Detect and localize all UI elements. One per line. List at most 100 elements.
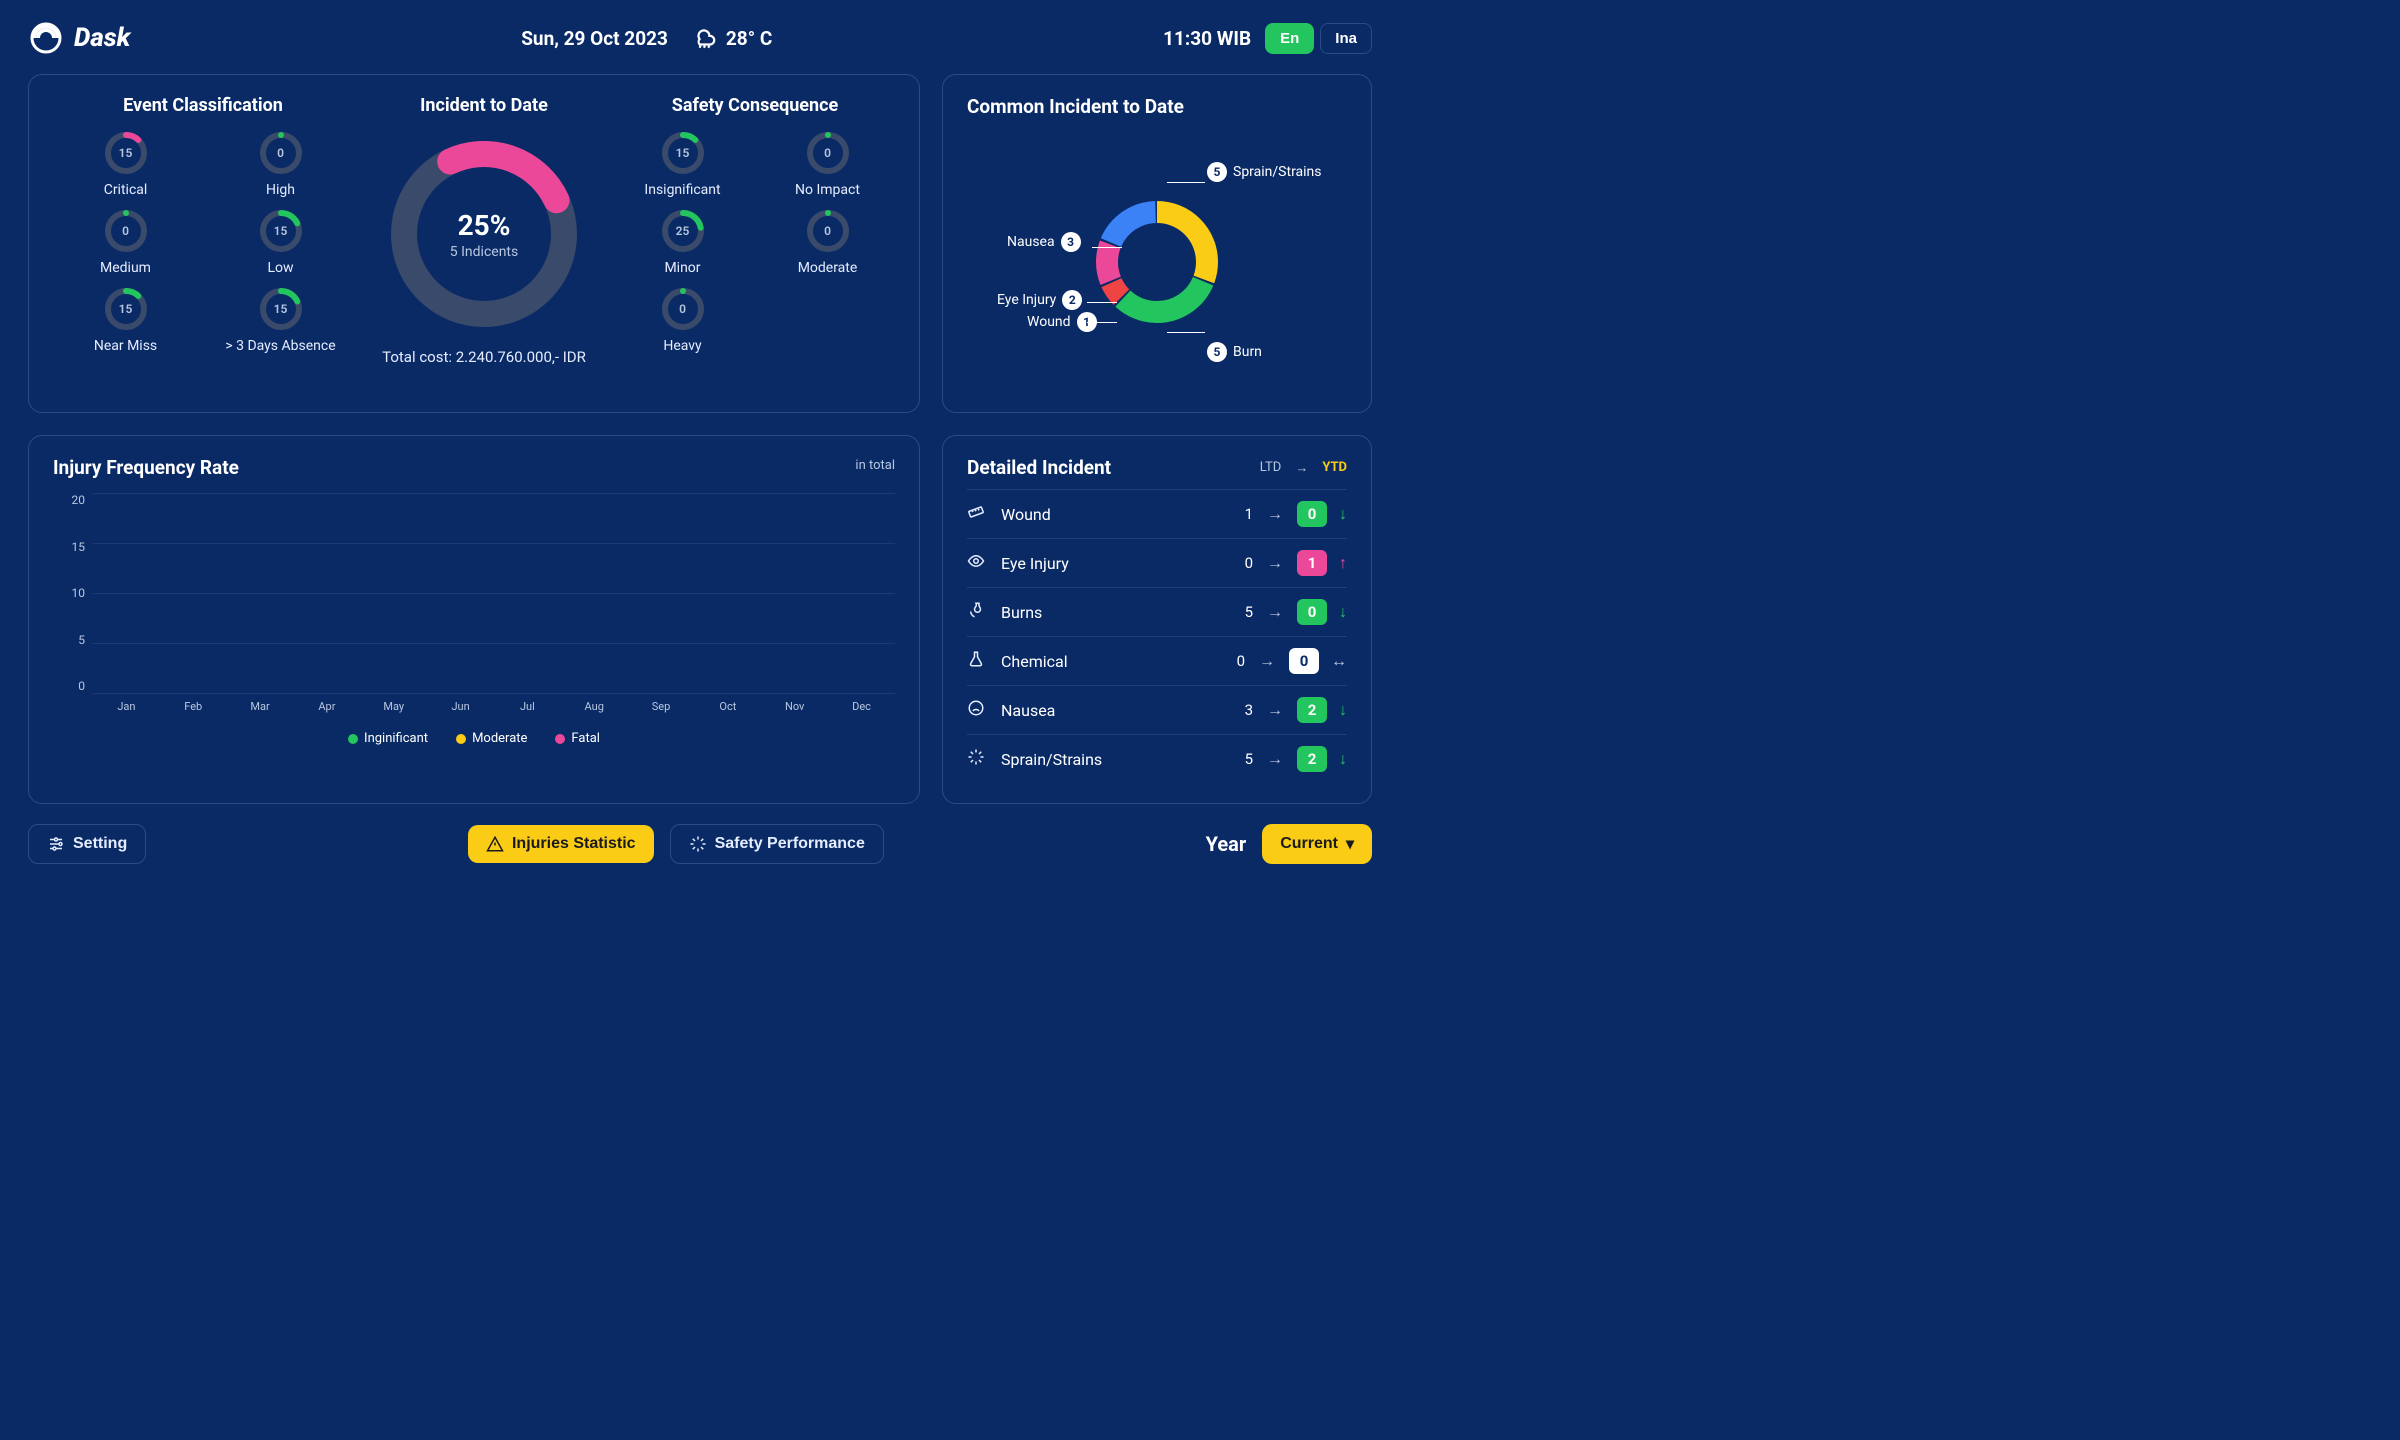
- detail-name: Chemical: [1001, 652, 1221, 671]
- donut-label: 5Sprain/Strains: [1207, 162, 1322, 182]
- mini-ring-item: 15 > 3 Days Absence: [208, 286, 353, 354]
- mini-ring-item: 0 Moderate: [760, 208, 895, 276]
- detailed-incident-rows: Wound 1 → 0 ↓ Eye Injury 0 → 1 ↑ Burns 5…: [967, 489, 1347, 783]
- arrow-icon: →: [1267, 602, 1283, 622]
- detail-name: Wound: [1001, 505, 1229, 524]
- detail-row[interactable]: Eye Injury 0 → 1 ↑: [967, 538, 1347, 587]
- event-classification-grid: 15 Critical 0 High 0 Medium 15: [53, 130, 353, 354]
- trend-icon: ↓: [1339, 749, 1347, 769]
- arrow-icon: →: [1267, 553, 1283, 573]
- arrow-icon: →: [1267, 504, 1283, 524]
- mini-ring-item: 0 Medium: [53, 208, 198, 276]
- eye-icon: [967, 552, 989, 574]
- detail-ltd: 0: [1229, 554, 1253, 572]
- common-incident-title: Common Incident to Date: [967, 95, 1347, 118]
- detail-row[interactable]: Nausea 3 → 2 ↓: [967, 685, 1347, 734]
- legend-item: Inginificant: [348, 731, 428, 746]
- mini-ring-item: 15 Critical: [53, 130, 198, 198]
- detail-ltd: 0: [1221, 652, 1245, 670]
- setting-button[interactable]: Setting: [28, 824, 146, 864]
- sparkle-icon: [967, 748, 989, 770]
- mini-ring-item: 25 Minor: [615, 208, 750, 276]
- detail-ytd: 0: [1297, 599, 1327, 625]
- mini-ring-item: 15 Low: [208, 208, 353, 276]
- trend-icon: ↓: [1339, 504, 1347, 524]
- incident-pct: 25%: [458, 209, 511, 242]
- incident-sub: 5 Indicents: [450, 244, 518, 260]
- trend-icon: ↓: [1339, 700, 1347, 720]
- detail-ltd: 5: [1229, 750, 1253, 768]
- trend-icon: ↔: [1331, 651, 1347, 671]
- date-label: Sun, 29 Oct 2023: [521, 27, 668, 50]
- detailed-incident-title: Detailed Incident: [967, 456, 1111, 479]
- injury-frequency-panel: Injury Frequency Rate in total 20151050 …: [28, 435, 920, 804]
- col-arrow: →: [1295, 460, 1308, 476]
- donut-label: Eye Injury2: [997, 290, 1082, 310]
- detail-row[interactable]: Wound 1 → 0 ↓: [967, 489, 1347, 538]
- legend-item: Moderate: [456, 731, 527, 746]
- header-center: Sun, 29 Oct 2023 28° C: [521, 25, 772, 51]
- detail-ytd: 0: [1289, 648, 1319, 674]
- lang-en-button[interactable]: En: [1265, 23, 1314, 54]
- chevron-down-icon: ▾: [1346, 834, 1354, 854]
- mini-ring-item: 15 Insignificant: [615, 130, 750, 198]
- col-ytd: YTD: [1322, 460, 1347, 475]
- footer: Setting Injuries Statistic Safety Perfor…: [28, 824, 1372, 864]
- trend-icon: ↓: [1339, 602, 1347, 622]
- detail-ytd: 2: [1297, 746, 1327, 772]
- donut-label: Nausea3: [1007, 232, 1081, 252]
- sad-icon: [967, 699, 989, 721]
- safety-consequence: Safety Consequence 15 Insignificant 0 No…: [615, 95, 895, 392]
- warning-icon: [486, 835, 504, 853]
- header: Dask Sun, 29 Oct 2023 28° C 11:30 WIB En…: [28, 20, 1372, 56]
- fire-icon: [967, 601, 989, 623]
- trend-icon: ↑: [1339, 553, 1347, 573]
- sliders-icon: [47, 835, 65, 853]
- legend-item: Fatal: [555, 731, 600, 746]
- injury-frequency-subtitle: in total: [855, 458, 895, 473]
- injury-frequency-title: Injury Frequency Rate: [53, 456, 895, 479]
- chart-legend: Inginificant Moderate Fatal: [53, 731, 895, 746]
- mini-ring-item: 0 Heavy: [615, 286, 750, 354]
- logo: Dask: [28, 20, 130, 56]
- logo-icon: [28, 20, 64, 56]
- lang-ina-button[interactable]: Ina: [1320, 23, 1372, 54]
- ruler-icon: [967, 503, 989, 525]
- safety-performance-button[interactable]: Safety Performance: [670, 824, 884, 864]
- arrow-icon: →: [1259, 651, 1275, 671]
- logo-text: Dask: [74, 23, 130, 53]
- detailed-incident-panel: Detailed Incident LTD → YTD Wound 1 → 0 …: [942, 435, 1372, 804]
- arrow-icon: →: [1267, 700, 1283, 720]
- chart-x-axis: JanFebMarAprMayJunJulAugSepOctNovDec: [93, 700, 895, 713]
- detail-name: Burns: [1001, 603, 1229, 622]
- detail-row[interactable]: Sprain/Strains 5 → 2 ↓: [967, 734, 1347, 783]
- injury-frequency-chart: 20151050 JanFebMarAprMayJunJulAugSepOctN…: [53, 493, 895, 723]
- detail-name: Sprain/Strains: [1001, 750, 1229, 769]
- common-incident-donut: 5Sprain/Strains 5Burn Wound1 Eye Injury2…: [967, 132, 1347, 392]
- detail-row[interactable]: Burns 5 → 0 ↓: [967, 587, 1347, 636]
- detail-row[interactable]: Chemical 0 → 0 ↔: [967, 636, 1347, 685]
- donut-label: 5Burn: [1207, 342, 1262, 362]
- mini-ring-item: 15 Near Miss: [53, 286, 198, 354]
- chart-y-axis: 20151050: [53, 493, 93, 693]
- detail-ytd: 2: [1297, 697, 1327, 723]
- detail-name: Eye Injury: [1001, 554, 1229, 573]
- safety-consequence-grid: 15 Insignificant 0 No Impact 25 Minor: [615, 130, 895, 354]
- weather-icon: [692, 25, 718, 51]
- incident-to-date-title: Incident to Date: [420, 95, 548, 116]
- detail-ytd: 0: [1297, 501, 1327, 527]
- injuries-statistic-button[interactable]: Injuries Statistic: [468, 825, 654, 863]
- chart-bars: [93, 493, 895, 693]
- time-label: 11:30 WIB: [1163, 27, 1251, 50]
- year-dropdown[interactable]: Current ▾: [1262, 824, 1372, 864]
- event-classification: Event Classification 15 Critical 0 High: [53, 95, 353, 392]
- detail-ytd: 1: [1297, 550, 1327, 576]
- detail-ltd: 1: [1229, 505, 1253, 523]
- safety-consequence-title: Safety Consequence: [615, 95, 895, 116]
- mini-ring-item: 0 High: [208, 130, 353, 198]
- detail-name: Nausea: [1001, 701, 1229, 720]
- incident-to-date: Incident to Date 25% 5 Indicents Total c…: [363, 95, 605, 392]
- temp-label: 28° C: [726, 27, 772, 50]
- common-incident-panel: Common Incident to Date 5Sprain/Strains …: [942, 74, 1372, 413]
- mini-ring-item: 0 No Impact: [760, 130, 895, 198]
